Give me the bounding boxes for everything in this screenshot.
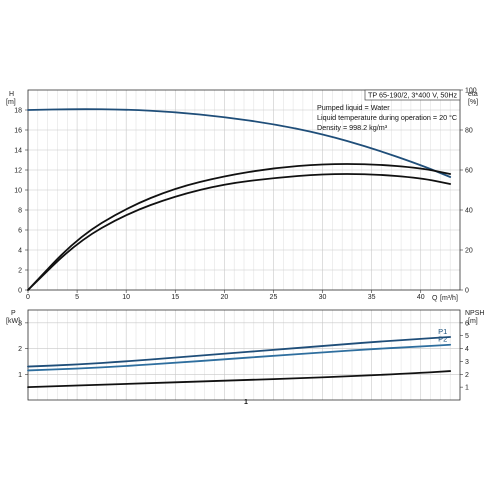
lower-right-axis-symbol: NPSH (465, 310, 484, 317)
upper-left-tick-label: 14 (14, 148, 22, 155)
header-frame (364, 89, 461, 101)
upper-left-tick-label: 8 (18, 208, 22, 215)
header-box: TP 65-190/2, 3*400 V, 50Hz Pumped liquid… (317, 89, 461, 132)
upper-right-tick-label: 80 (465, 128, 473, 135)
upper-x-tick-label: 20 (220, 294, 228, 301)
lower-right-tick-label: 5 (465, 333, 469, 340)
upper-right-axis-unit: [%] (468, 99, 478, 106)
upper-right-tick-label: 20 (465, 248, 473, 255)
upper-x-tick-label: 35 (368, 294, 376, 301)
lower-right-tick-label: 1 (465, 385, 469, 392)
upper-left-tick-label: 4 (18, 248, 22, 255)
upper-series-1-curve (27, 163, 452, 291)
upper-left-tick-label: 0 (18, 288, 22, 295)
upper-panel: 0 2 4 6 8 10 12 14 16 18 0 20 40 60 80 100 0 5 10 15 20 25 30 3… (14, 88, 477, 302)
upper-left-tick-label: 10 (14, 188, 22, 195)
lower-series-1-label: P2 (438, 335, 447, 344)
upper-x-tick-label: 15 (171, 294, 179, 301)
info-line-2: Liquid temperature during operation = 20… (317, 113, 457, 122)
upper-right-axis-symbol: eta (468, 91, 478, 98)
lower-series-0-curve (27, 336, 452, 368)
info-line-3: Density = 998.2 kg/m³ (317, 123, 388, 132)
upper-left-tick-label: 2 (18, 268, 22, 275)
lower-left-axis-symbol: P (11, 310, 16, 317)
upper-x-tick-label: 5 (75, 294, 79, 301)
lower-right-tick-label: 4 (465, 346, 469, 353)
lower-series-0-label: P1 (438, 327, 447, 336)
model-label: TP 65-190/2, 3*400 V, 50Hz (368, 91, 458, 100)
upper-left-axis-unit: [m] (6, 99, 16, 106)
info-line-1: Pumped liquid = Water (317, 103, 390, 112)
upper-right-tick-label: 60 (465, 168, 473, 175)
lower-series-1-curve (27, 343, 452, 372)
upper-series-2-curve (27, 173, 452, 291)
lower-left-tick-label: 3 (18, 320, 22, 327)
upper-x-tick-label: 40 (417, 294, 425, 301)
lower-frame (27, 309, 461, 401)
lower-right-tick-label: 2 (465, 372, 469, 379)
lower-left-tick-label: 1 (18, 372, 22, 379)
upper-left-axis-symbol: H (9, 91, 14, 98)
upper-right-tick-label: 0 (465, 288, 469, 295)
upper-right-tick-label: 40 (465, 208, 473, 215)
x-axis-symbol: Q (432, 295, 438, 302)
upper-series-0-curve (27, 108, 452, 178)
upper-x-tick-label: 25 (270, 294, 278, 301)
upper-left-tick-label: 12 (14, 168, 22, 175)
upper-left-tick-label: 6 (18, 228, 22, 235)
upper-left-tick-label: 16 (14, 128, 22, 135)
lower-x-marker: 1 (244, 399, 248, 406)
lower-series-2-curve (27, 370, 452, 389)
upper-x-tick-label: 0 (26, 294, 30, 301)
lower-left-axis-unit: [kW] (6, 318, 20, 325)
upper-right-tick-label: 100 (465, 88, 477, 95)
upper-left-tick-label: 18 (14, 108, 22, 115)
upper-x-tick-label: 10 (122, 294, 130, 301)
x-axis-unit: [m³/h] (440, 295, 458, 302)
lower-right-tick-label: 3 (465, 359, 469, 366)
lower-right-tick-label: 6 (465, 320, 469, 327)
upper-x-tick-label: 30 (319, 294, 327, 301)
lower-left-tick-label: 2 (18, 346, 22, 353)
lower-right-axis-unit: [m] (468, 318, 478, 325)
